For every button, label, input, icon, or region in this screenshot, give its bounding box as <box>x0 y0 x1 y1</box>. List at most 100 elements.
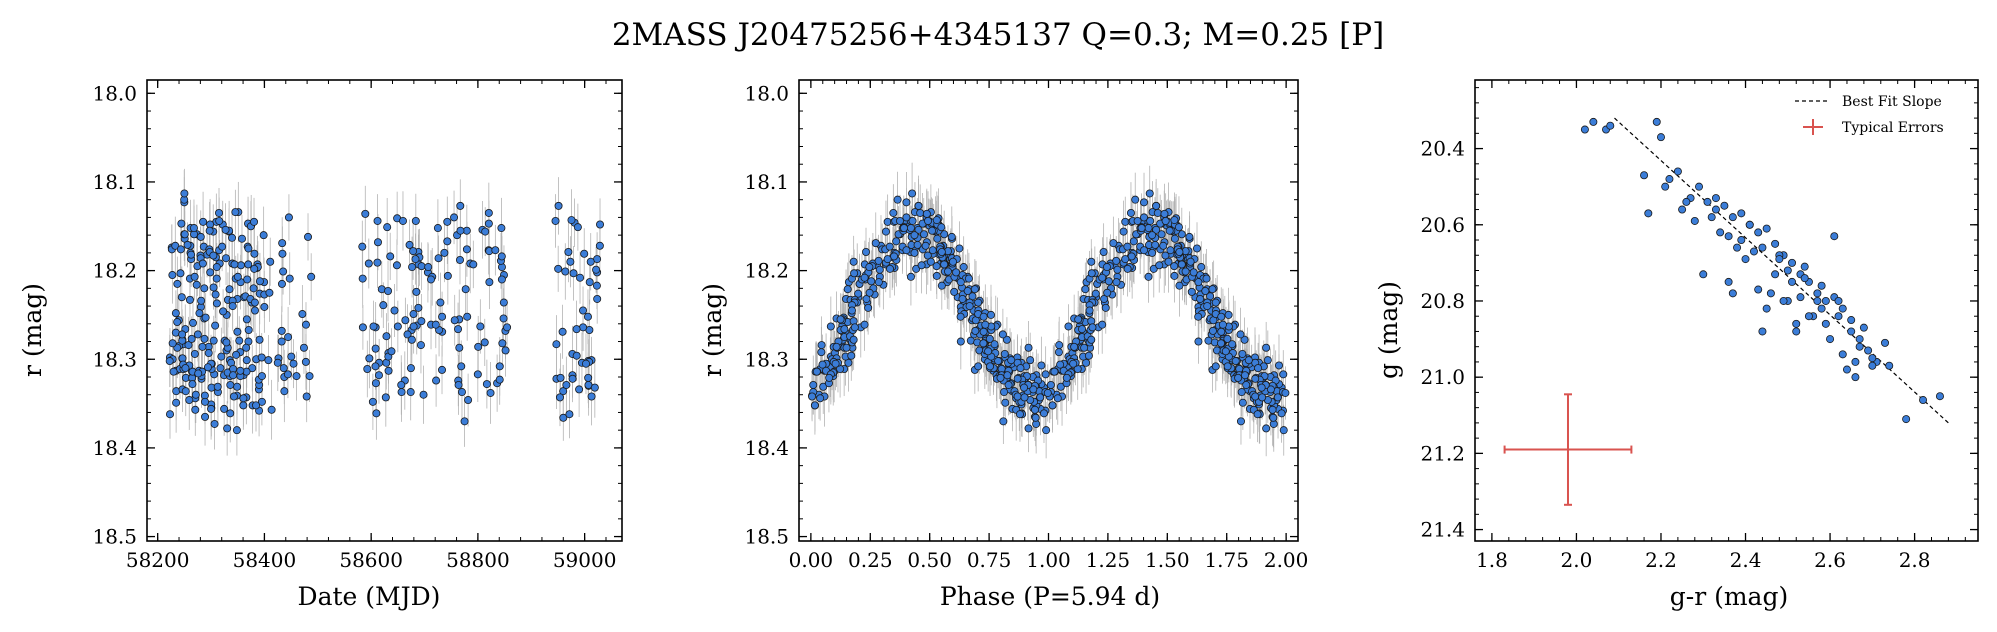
data-point <box>266 257 275 266</box>
data-point <box>1211 362 1220 371</box>
data-point <box>250 306 259 315</box>
x-tick-label: 58200 <box>126 548 190 572</box>
data-point <box>1113 265 1122 274</box>
data-point <box>285 274 294 283</box>
data-point <box>1013 392 1022 401</box>
data-point <box>1177 230 1186 239</box>
data-point <box>278 239 287 248</box>
data-point <box>862 294 871 303</box>
color-mag-panel-xlabel: g-r (mag) <box>1670 582 1788 611</box>
data-point <box>552 340 561 349</box>
data-point <box>455 255 464 264</box>
data-point <box>854 289 863 298</box>
data-point <box>215 216 224 225</box>
data-point <box>1847 327 1856 336</box>
x-tick-label: 1.75 <box>1204 548 1249 572</box>
data-point <box>955 244 964 253</box>
data-point <box>1690 216 1699 225</box>
data-point <box>1140 246 1149 255</box>
data-point <box>381 393 390 402</box>
data-point <box>1160 209 1169 218</box>
data-point <box>592 281 601 290</box>
data-point <box>287 352 296 361</box>
data-point <box>443 271 452 280</box>
data-point <box>392 261 401 270</box>
data-point <box>1741 255 1750 264</box>
data-point <box>226 380 235 389</box>
x-tick-label: 1.00 <box>1026 548 1071 572</box>
data-point <box>1665 175 1674 184</box>
data-point <box>1737 236 1746 245</box>
data-point <box>585 278 594 287</box>
data-point <box>365 354 374 363</box>
date-panel-points <box>165 189 605 435</box>
data-point <box>1026 356 1035 365</box>
data-point <box>454 325 463 334</box>
data-point <box>305 372 314 381</box>
data-point <box>176 245 185 254</box>
data-point <box>199 217 208 226</box>
data-point <box>1703 197 1712 206</box>
data-point <box>1281 388 1290 397</box>
data-point <box>850 323 859 332</box>
data-point <box>842 343 851 352</box>
data-point <box>277 337 286 346</box>
data-point <box>587 392 596 401</box>
data-point <box>398 216 407 225</box>
data-point <box>1779 296 1788 305</box>
data-point <box>1720 201 1729 210</box>
data-point <box>1175 281 1184 290</box>
data-point <box>1123 264 1132 273</box>
data-point <box>1851 373 1860 382</box>
data-point <box>409 322 418 331</box>
data-point <box>817 341 826 350</box>
data-point <box>176 269 185 278</box>
data-point <box>1842 365 1851 374</box>
data-point <box>201 397 210 406</box>
data-point <box>250 217 259 226</box>
data-point <box>482 380 491 389</box>
data-point <box>387 347 396 356</box>
data-point <box>1203 302 1212 311</box>
color-mag-panel-ticks: 1.8 2.0 2.2 2.4 2.6 2.8 20.4 20.6 20.8 21.0 21.2 21… <box>1420 80 1978 572</box>
data-point <box>409 247 418 256</box>
data-point <box>211 321 220 330</box>
data-point <box>1771 239 1780 248</box>
data-point <box>481 227 490 236</box>
data-point <box>299 343 308 352</box>
data-point <box>191 390 200 399</box>
data-point <box>215 208 224 217</box>
data-point <box>390 306 399 315</box>
data-point <box>371 344 380 353</box>
data-point <box>382 332 391 341</box>
data-point <box>1754 285 1763 294</box>
data-point <box>1919 396 1928 405</box>
data-point <box>1185 232 1194 241</box>
data-point <box>590 383 599 392</box>
data-point <box>456 201 465 210</box>
data-point <box>937 281 946 290</box>
data-point <box>551 216 560 225</box>
data-point <box>1046 380 1055 389</box>
data-point <box>1251 374 1260 383</box>
data-point <box>1813 289 1822 298</box>
y-tick-label: 18.5 <box>744 525 789 549</box>
data-point <box>166 410 175 419</box>
data-point <box>1070 342 1079 351</box>
data-point <box>242 356 251 365</box>
data-point <box>358 242 367 251</box>
data-point <box>239 394 248 403</box>
data-point <box>204 349 213 358</box>
color-mag-panel-points <box>1580 117 1944 424</box>
data-point <box>566 257 575 266</box>
data-point <box>463 312 472 321</box>
y-tick-label: 18.1 <box>744 170 789 194</box>
x-tick-label: 58400 <box>233 548 297 572</box>
data-point <box>239 401 248 410</box>
data-point <box>1193 244 1202 253</box>
data-point <box>895 216 904 225</box>
data-point <box>568 374 577 383</box>
data-point <box>244 326 253 335</box>
data-point <box>369 322 378 331</box>
